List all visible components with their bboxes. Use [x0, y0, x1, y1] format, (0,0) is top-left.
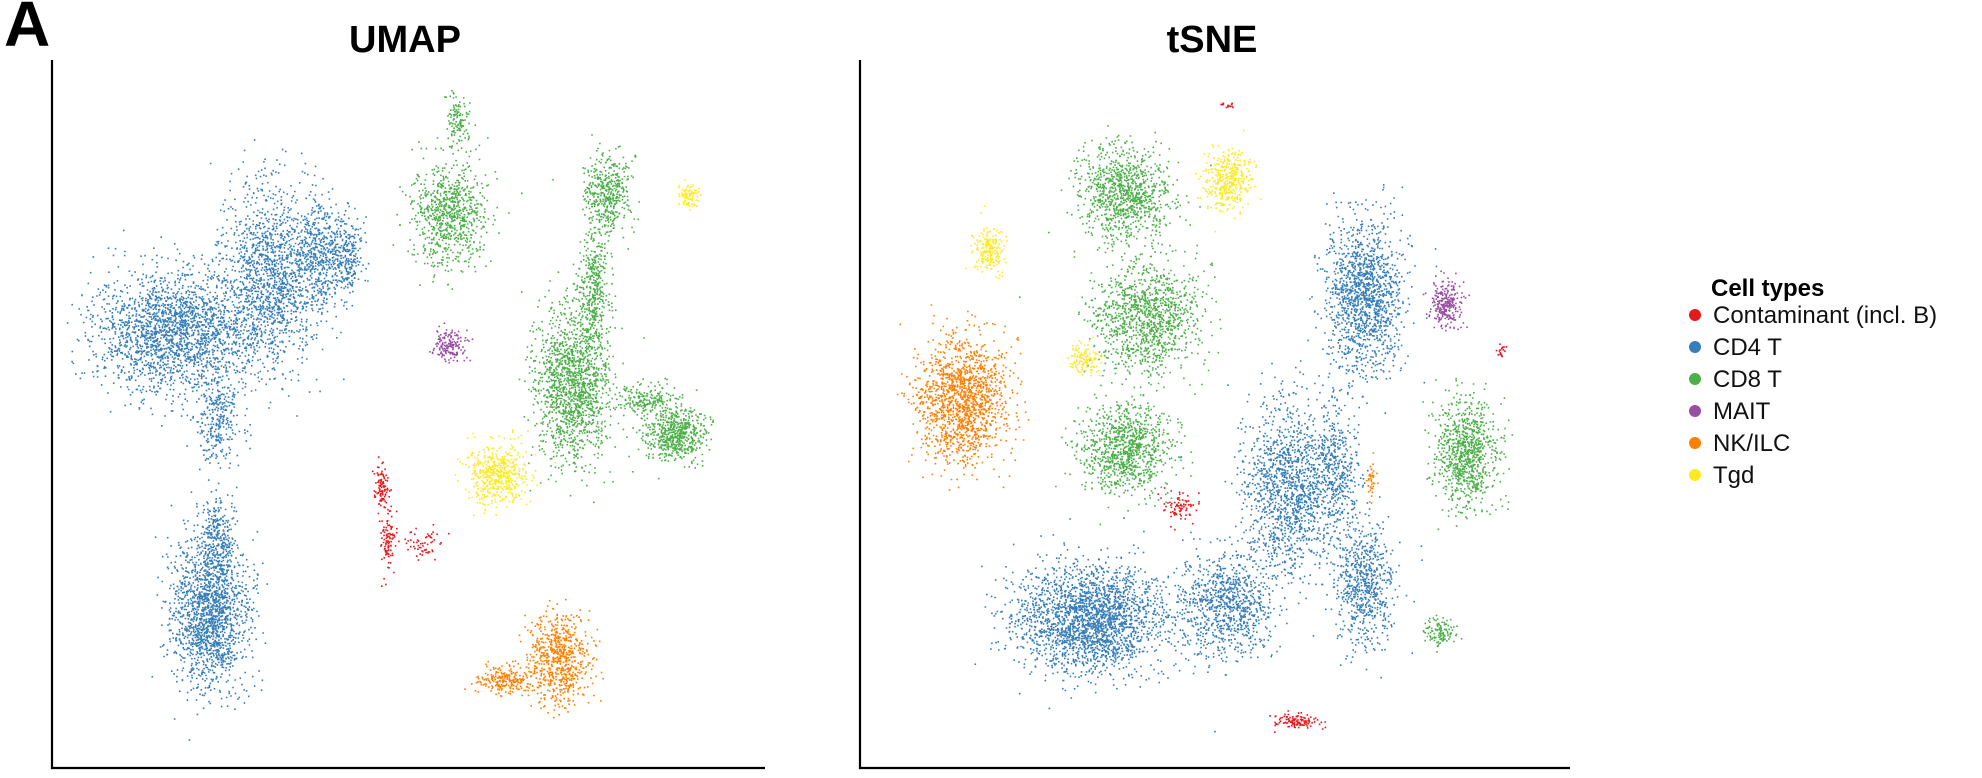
legend-title: Cell types [1711, 275, 1824, 302]
tsne-series-nk-ilc [896, 304, 1379, 504]
legend-label: NK/ILC [1713, 430, 1790, 457]
umap-cluster-points [66, 227, 336, 433]
tsne-cluster-points [1195, 129, 1262, 233]
umap-cluster-points [207, 139, 359, 417]
umap-cluster-points [436, 89, 477, 149]
tsne-cluster-points [1495, 343, 1508, 358]
umap-cluster-points [628, 383, 714, 480]
legend: Cell types Contaminant (incl. B) CD4 T CD8… [1689, 275, 1937, 489]
umap-series-mait [429, 322, 474, 364]
tsne-cluster-points [1220, 102, 1234, 109]
umap-cluster-points [514, 598, 604, 719]
umap-cluster-points [552, 134, 640, 252]
tsne-series-tgd [964, 129, 1262, 377]
tsne-cluster-points [974, 517, 1206, 710]
panel-label: A [4, 0, 50, 60]
legend-label: MAIT [1713, 398, 1771, 425]
legend-items: Contaminant (incl. B) CD4 T CD8 T MAIT NK/IL… [1689, 302, 1937, 489]
umap-axes [50, 60, 765, 770]
umap-cluster-points [454, 429, 557, 517]
tsne-title: tSNE [1167, 19, 1258, 61]
tsne-cluster-points [1312, 496, 1423, 679]
umap-cluster-points [371, 456, 392, 512]
tsne-cluster-points [964, 205, 1008, 279]
tsne-cluster-points [1299, 184, 1438, 479]
legend-label: CD8 T [1713, 366, 1782, 393]
tsne-cluster-points [1067, 336, 1103, 377]
umap-cluster-points [605, 377, 684, 418]
umap-cluster-points [392, 135, 523, 290]
tsne-cluster-points [1157, 487, 1200, 531]
tsne-cluster-points [1422, 614, 1463, 653]
tsne-cluster-points [1019, 233, 1222, 398]
umap-cluster-points [151, 468, 268, 741]
umap-series-cd8-t [392, 89, 714, 504]
legend-swatch-mait [1689, 405, 1701, 417]
legend-label: CD4 T [1713, 334, 1782, 361]
tsne-cluster-points [1365, 452, 1379, 504]
umap-points [66, 89, 714, 741]
umap-cluster-points [518, 271, 645, 504]
umap-series-nk-ilc [464, 598, 604, 719]
tsne-cluster-points [1055, 360, 1194, 526]
legend-swatch-tgd [1689, 469, 1701, 481]
tsne-cluster-points [1048, 125, 1212, 265]
umap-cluster-points [678, 179, 702, 211]
tsne-points [896, 102, 1514, 733]
tsne-series-mait [1424, 270, 1470, 332]
tsne-axes [858, 60, 1570, 770]
legend-swatch-cd8-t [1689, 373, 1701, 385]
umap-cluster-points [398, 524, 450, 561]
legend-swatch-contaminant-incl-b- [1689, 309, 1701, 321]
tsne-cluster-points [1269, 710, 1327, 733]
umap-title: UMAP [349, 19, 461, 61]
umap-series-tgd [454, 179, 702, 517]
legend-swatch-cd4-t [1689, 341, 1701, 353]
umap-cluster-points [429, 322, 474, 364]
umap-cluster-points [377, 500, 398, 587]
legend-label: Tgd [1713, 462, 1754, 489]
tsne-series-contaminant-incl-b- [1157, 102, 1508, 733]
legend-swatch-nk-ilc [1689, 437, 1701, 449]
legend-label: Contaminant (incl. B) [1713, 302, 1937, 329]
tsne-series-cd8-t [1019, 125, 1514, 653]
umap-cluster-points [194, 489, 239, 628]
umap-cluster-points [264, 172, 350, 336]
tsne-cluster-points [1159, 525, 1300, 733]
umap-cluster-points [572, 173, 617, 376]
tsne-cluster-points [896, 304, 1030, 491]
umap-panel: UMAP [50, 19, 765, 770]
umap-cluster-points [186, 332, 252, 485]
tsne-cluster-points [1309, 376, 1371, 553]
umap-series-contaminant-incl-b- [371, 456, 450, 587]
umap-cluster-points [327, 205, 370, 307]
tsne-cluster-points [1422, 377, 1514, 531]
tsne-series-cd4-t [974, 184, 1438, 733]
umap-series-cd4-t [66, 139, 370, 741]
tsne-cluster-points [1424, 270, 1470, 332]
tsne-cluster-points [1180, 362, 1355, 611]
tsne-panel: tSNE [858, 19, 1570, 770]
